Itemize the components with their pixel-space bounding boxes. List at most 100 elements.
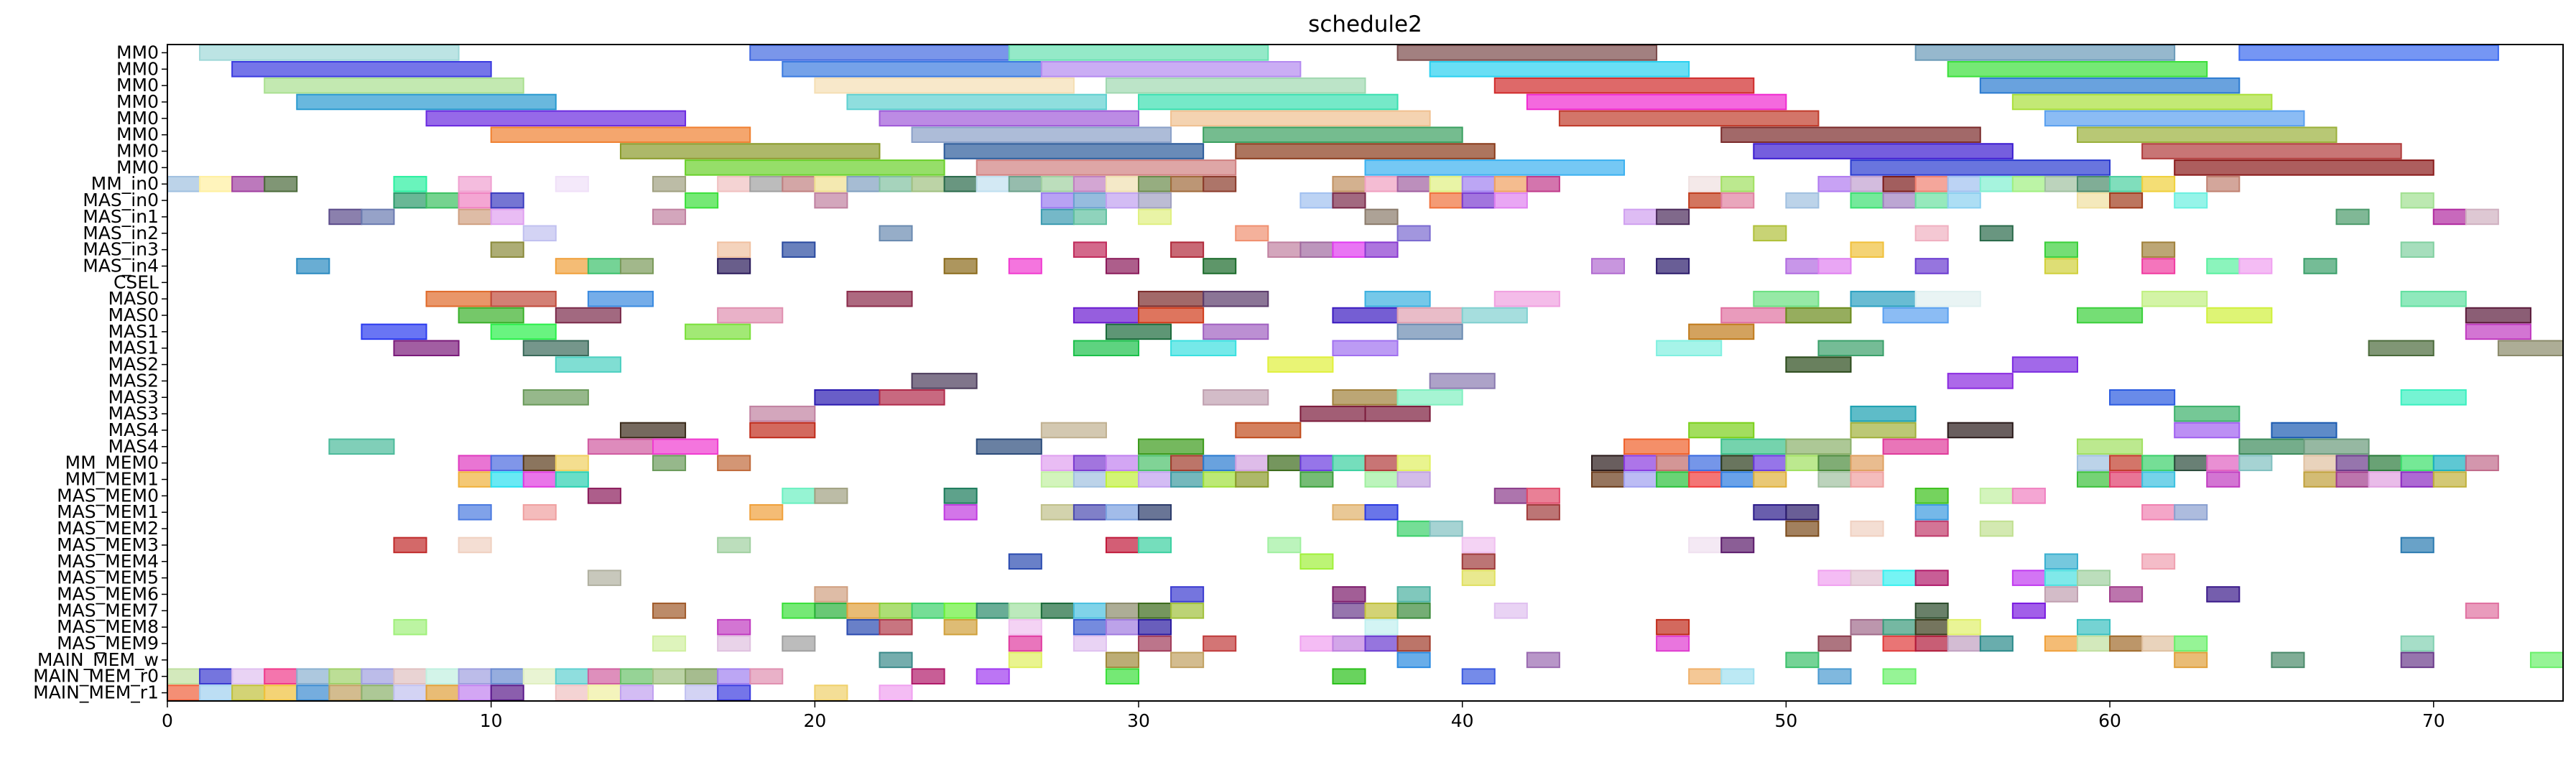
task-bar — [2465, 455, 2499, 471]
task-bar — [1817, 635, 1852, 652]
y-tick-label: MM0 — [116, 108, 159, 129]
y-tick-label: MM_in0 — [91, 173, 159, 194]
task-bar — [2141, 290, 2208, 307]
task-bar — [2044, 570, 2078, 586]
task-bar — [1299, 192, 1334, 209]
task-bar — [393, 537, 427, 554]
task-bar — [490, 455, 524, 471]
task-bar — [1299, 553, 1334, 570]
y-tick-label: MAS4 — [108, 419, 159, 440]
y-tick-label: MAS_in3 — [83, 239, 159, 260]
task-bar — [1332, 389, 1399, 406]
task-bar — [1429, 175, 1463, 192]
task-bar — [2206, 307, 2273, 324]
task-bar — [814, 684, 848, 701]
task-bar — [1072, 471, 1107, 488]
task-bar — [2206, 471, 2241, 488]
task-bar — [814, 488, 848, 504]
task-bar — [2141, 258, 2176, 274]
task-bar — [1235, 143, 1496, 159]
task-bar — [814, 586, 848, 603]
task-bar — [1072, 503, 1107, 521]
task-bar — [1138, 635, 1172, 652]
task-bar — [1526, 503, 1560, 521]
task-bar — [1332, 307, 1399, 324]
task-bar — [490, 126, 751, 143]
task-bar — [587, 684, 621, 701]
task-bar — [652, 635, 687, 652]
task-bar — [749, 422, 816, 439]
y-tick-label: MM0 — [116, 75, 159, 96]
task-bar — [814, 603, 848, 619]
task-bar — [782, 175, 816, 192]
task-bar — [1364, 618, 1399, 636]
task-bar — [1720, 455, 1755, 471]
task-bar — [1914, 635, 1949, 652]
task-bar — [1396, 175, 1431, 192]
task-bar — [328, 668, 363, 685]
task-bar — [264, 175, 298, 192]
task-bar — [1299, 635, 1334, 652]
task-bar — [1623, 455, 1658, 471]
task-bar — [2400, 635, 2434, 652]
task-bar — [328, 438, 395, 455]
task-bar — [1105, 618, 1140, 636]
task-bar — [1170, 586, 1205, 603]
task-bar — [749, 45, 1010, 61]
task-bar — [1138, 175, 1172, 192]
task-bar — [1396, 586, 1431, 603]
x-tick-label: 30 — [1127, 710, 1150, 731]
task-bar — [296, 258, 330, 274]
task-bar — [1138, 307, 1205, 324]
task-bar — [976, 175, 1010, 192]
task-bar — [1656, 340, 1723, 357]
task-bar — [1008, 175, 1042, 192]
task-bar — [490, 471, 524, 488]
task-bar — [1008, 45, 1269, 61]
task-bar — [1138, 603, 1172, 619]
task-bar — [1105, 668, 1140, 685]
task-bar — [1332, 340, 1399, 357]
task-bar — [1072, 635, 1107, 652]
task-bar — [1396, 389, 1463, 406]
task-bar — [2465, 603, 2499, 619]
y-tick-label: MAS_in1 — [83, 206, 159, 227]
task-bar — [619, 668, 654, 685]
task-bar — [1753, 503, 1787, 521]
task-bar — [458, 471, 492, 488]
task-bar — [1396, 471, 1431, 488]
task-bar — [458, 307, 524, 324]
task-bar — [2076, 438, 2144, 455]
task-bar — [1299, 455, 1334, 471]
task-bar — [2109, 455, 2144, 471]
task-bar — [1072, 340, 1140, 357]
task-bar — [361, 323, 427, 340]
y-tick-label: MAS1 — [108, 321, 159, 342]
task-bar — [1105, 537, 1140, 554]
task-bar — [1364, 175, 1399, 192]
x-tick-label: 40 — [1451, 710, 1474, 731]
task-bar — [1072, 455, 1107, 471]
task-bar — [2141, 635, 2176, 652]
task-bar — [587, 438, 654, 455]
task-bar — [2238, 438, 2305, 455]
task-bar — [1267, 241, 1302, 258]
task-bar — [1914, 503, 1949, 521]
task-bar — [2400, 192, 2434, 209]
task-bar — [490, 208, 524, 226]
task-bar — [685, 684, 719, 701]
task-bar — [2465, 208, 2499, 226]
task-bar — [619, 422, 687, 439]
task-bar — [1979, 488, 2014, 504]
task-bar — [555, 668, 589, 685]
task-bar — [879, 225, 913, 242]
task-bar — [587, 570, 621, 586]
task-bar — [2174, 455, 2208, 471]
task-bar — [1914, 258, 1949, 274]
task-bar — [587, 290, 654, 307]
task-bar — [2076, 635, 2111, 652]
task-bar — [1979, 77, 2241, 94]
task-bar — [2303, 471, 2338, 488]
task-bar — [943, 603, 978, 619]
task-bar — [1332, 668, 1366, 685]
